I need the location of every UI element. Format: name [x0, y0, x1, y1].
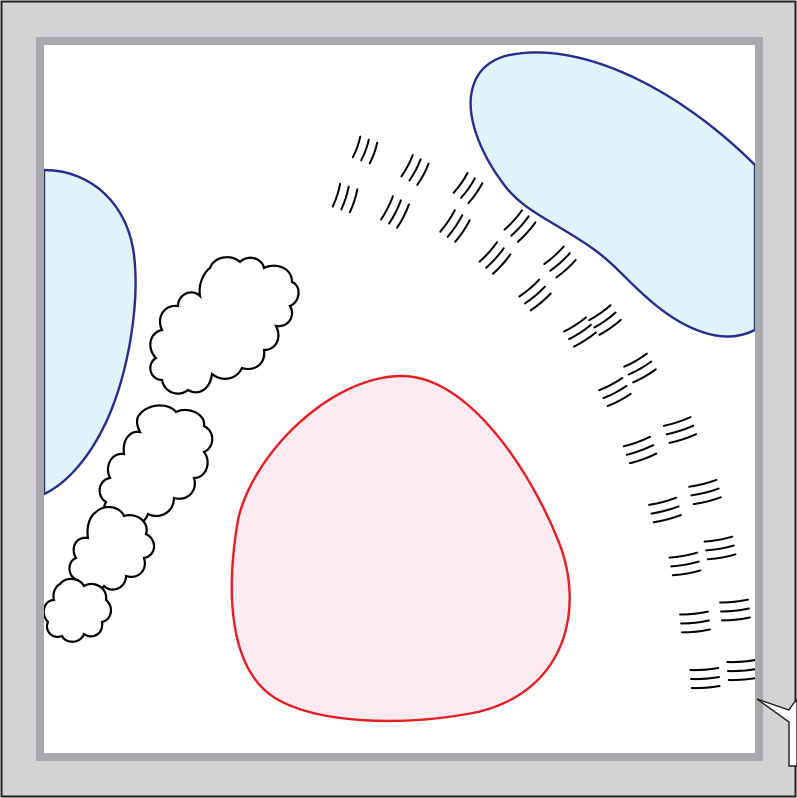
- corner-callout: [756, 698, 797, 767]
- central-zone: [230, 374, 571, 723]
- hatch-stroke: [668, 551, 699, 559]
- hatch-stroke: [623, 352, 648, 368]
- hatch-stroke: [727, 668, 755, 673]
- hatch-stroke: [588, 304, 612, 322]
- hatch-stroke: [598, 377, 624, 392]
- hatch-stroke: [670, 560, 700, 568]
- hatch-stroke: [460, 177, 476, 199]
- hatch-stroke: [706, 553, 737, 561]
- hatch-stroke: [606, 392, 632, 407]
- hatch-stroke: [368, 141, 379, 165]
- hatch-stroke: [529, 292, 552, 312]
- hatch-stroke: [681, 628, 711, 634]
- hatch-stroke: [446, 214, 464, 238]
- hatch-stroke: [467, 182, 484, 204]
- hatch-stroke: [524, 285, 546, 305]
- hatch-stroke: [727, 677, 755, 682]
- hatch-stroke: [726, 659, 755, 664]
- hatch-stroke: [478, 241, 498, 263]
- hatch-stroke: [503, 209, 523, 231]
- hatch-stroke: [703, 535, 734, 543]
- hatch-stroke: [593, 311, 617, 329]
- lake-top-right: [469, 51, 755, 338]
- hatch-stroke: [625, 444, 655, 456]
- hatch-stroke: [689, 667, 720, 672]
- hatch-stroke: [705, 544, 735, 552]
- hatch-stroke: [680, 619, 710, 625]
- hatch-stroke: [340, 185, 350, 211]
- hatch-stroke: [543, 245, 565, 265]
- hatch-stroke: [454, 219, 471, 243]
- hatch-stroke: [573, 331, 597, 348]
- hatch-stroke: [400, 154, 414, 178]
- tree-line: [44, 256, 300, 643]
- tree-cluster-2: [98, 404, 214, 527]
- hatch-stroke: [648, 496, 678, 506]
- hatch-stroke: [650, 505, 680, 515]
- hatch-stroke: [720, 607, 750, 613]
- hatch-stroke: [492, 253, 512, 275]
- hatch-stroke: [627, 360, 653, 376]
- hatch-stroke: [652, 514, 682, 524]
- hatch-stroke: [485, 247, 505, 269]
- hatch-stroke: [719, 598, 749, 604]
- slope-hatching: [331, 135, 755, 690]
- lake-left: [44, 168, 137, 496]
- hatch-stroke: [360, 138, 370, 162]
- tree-cluster-1: [149, 256, 300, 395]
- hatch-stroke: [452, 172, 469, 194]
- hatch-stroke: [348, 188, 359, 214]
- hatch-stroke: [380, 195, 394, 221]
- tree-cluster-3: [68, 506, 156, 593]
- hatch-stroke: [692, 496, 722, 506]
- hatch-stroke: [396, 203, 410, 229]
- hatch-stroke: [555, 259, 577, 279]
- hatch-stroke: [671, 569, 702, 577]
- hatch-stroke: [602, 384, 628, 400]
- hatch-stroke: [331, 182, 342, 208]
- hatch-stroke: [688, 478, 718, 488]
- hatch-stroke: [568, 323, 592, 341]
- hatch-stroke: [622, 435, 652, 448]
- hatch-stroke: [549, 252, 571, 272]
- hatch-stroke: [598, 318, 622, 336]
- hatch-stroke: [351, 135, 362, 159]
- hatch-stroke: [665, 424, 695, 436]
- hatch-stroke: [721, 616, 751, 622]
- hatch-stroke: [668, 433, 698, 444]
- hatch-stroke: [679, 610, 709, 616]
- hatch-stroke: [439, 209, 456, 233]
- hatch-stroke: [690, 676, 720, 681]
- tree-cluster-4: [44, 577, 112, 643]
- hatch-stroke: [408, 158, 422, 182]
- hatch-stroke: [563, 316, 587, 333]
- hatch-stroke: [518, 278, 541, 298]
- hatch-stroke: [517, 221, 537, 243]
- hatch-stroke: [690, 685, 721, 690]
- hatch-stroke: [510, 215, 530, 237]
- hatch-stroke: [690, 487, 720, 497]
- hatch-stroke: [662, 416, 692, 427]
- hatch-stroke: [416, 162, 430, 186]
- hatch-stroke: [388, 199, 402, 225]
- hatch-stroke: [632, 368, 657, 384]
- hatch-stroke: [628, 452, 658, 465]
